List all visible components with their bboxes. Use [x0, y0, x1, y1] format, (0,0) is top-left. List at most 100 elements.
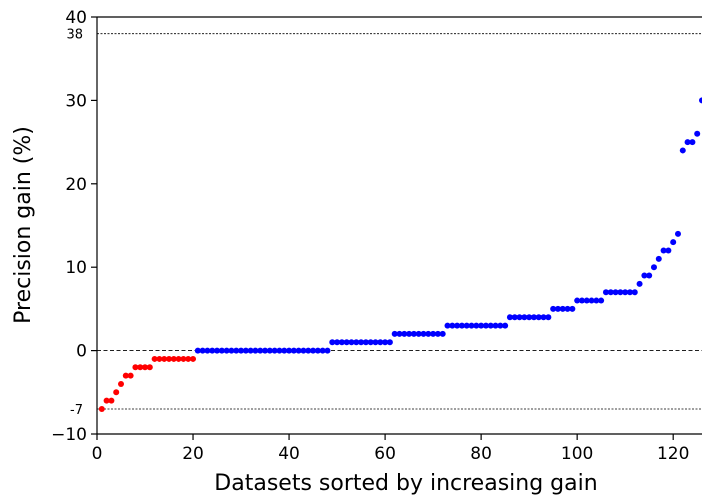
point-s1-49 — [430, 330, 437, 337]
data-points — [98, 97, 702, 412]
point-s0-8 — [137, 364, 144, 371]
point-s1-61 — [487, 322, 494, 329]
point-s1-5 — [218, 347, 225, 354]
point-s1-18 — [281, 347, 288, 354]
y-tick-label--10: −10 — [51, 425, 87, 445]
point-s1-55 — [458, 322, 465, 329]
point-s1-11 — [247, 347, 254, 354]
reference-label-2: -7 — [70, 403, 83, 418]
point-s0-17 — [180, 355, 187, 362]
point-s1-85 — [602, 289, 609, 296]
point-s1-12 — [252, 347, 259, 354]
point-s1-36 — [367, 339, 374, 346]
point-s1-32 — [348, 339, 355, 346]
point-s1-95 — [650, 264, 657, 271]
point-s1-86 — [607, 289, 614, 296]
point-s1-64 — [502, 322, 509, 329]
point-s1-89 — [622, 289, 629, 296]
point-s1-29 — [334, 339, 341, 346]
point-s1-24 — [310, 347, 317, 354]
point-s1-88 — [617, 289, 624, 296]
point-s1-2 — [204, 347, 211, 354]
point-s1-22 — [300, 347, 307, 354]
point-s1-25 — [314, 347, 321, 354]
point-s1-44 — [406, 330, 413, 337]
point-s0-3 — [113, 389, 120, 396]
point-s1-17 — [276, 347, 283, 354]
point-s1-99 — [670, 239, 677, 246]
point-s1-14 — [262, 347, 269, 354]
point-s1-63 — [497, 322, 504, 329]
point-s1-74 — [550, 305, 557, 312]
reference-label-0: 38 — [66, 28, 83, 43]
point-s1-54 — [454, 322, 461, 329]
point-s0-19 — [190, 355, 197, 362]
point-s1-84 — [598, 297, 605, 304]
point-s1-23 — [305, 347, 312, 354]
point-s1-58 — [473, 322, 480, 329]
point-s1-34 — [358, 339, 365, 346]
point-s1-28 — [329, 339, 336, 346]
point-s1-8 — [233, 347, 240, 354]
point-s1-62 — [492, 322, 499, 329]
y-tick-label-10: 10 — [65, 258, 87, 278]
point-s1-71 — [535, 314, 542, 321]
point-s1-90 — [626, 289, 633, 296]
point-s0-15 — [170, 355, 177, 362]
point-s1-16 — [271, 347, 278, 354]
point-s1-40 — [386, 339, 393, 346]
point-s1-15 — [266, 347, 273, 354]
point-s0-10 — [146, 364, 153, 371]
point-s1-77 — [564, 305, 571, 312]
x-tick-label-60: 60 — [374, 444, 396, 464]
point-s0-13 — [161, 355, 168, 362]
point-s0-14 — [166, 355, 173, 362]
point-s1-50 — [434, 330, 441, 337]
point-s1-72 — [540, 314, 547, 321]
point-s1-26 — [319, 347, 326, 354]
point-s1-39 — [382, 339, 389, 346]
point-s1-1 — [199, 347, 206, 354]
point-s0-6 — [127, 372, 134, 379]
x-tick-label-0: 0 — [92, 444, 103, 464]
point-s1-43 — [401, 330, 408, 337]
point-s0-18 — [185, 355, 192, 362]
y-tick-label-40: 40 — [65, 8, 87, 28]
x-tick-label-100: 100 — [561, 444, 593, 464]
point-s1-83 — [593, 297, 600, 304]
point-s0-12 — [156, 355, 163, 362]
point-s1-47 — [420, 330, 427, 337]
point-s1-81 — [583, 297, 590, 304]
point-s1-87 — [612, 289, 619, 296]
point-s1-75 — [554, 305, 561, 312]
point-s1-4 — [214, 347, 221, 354]
point-s1-70 — [530, 314, 537, 321]
point-s1-57 — [468, 322, 475, 329]
point-s1-41 — [391, 330, 398, 337]
point-s1-73 — [545, 314, 552, 321]
point-s1-35 — [362, 339, 369, 346]
point-s1-19 — [286, 347, 293, 354]
point-s1-92 — [636, 280, 643, 287]
point-s1-66 — [511, 314, 518, 321]
point-s1-48 — [425, 330, 432, 337]
point-s1-82 — [588, 297, 595, 304]
y-axis-title: Precision gain (%) — [11, 126, 36, 324]
point-s1-7 — [228, 347, 235, 354]
point-s1-20 — [290, 347, 297, 354]
y-tick-label-0: 0 — [76, 342, 87, 362]
point-s1-33 — [353, 339, 360, 346]
point-s1-31 — [343, 339, 350, 346]
point-s1-3 — [209, 347, 216, 354]
point-s1-13 — [257, 347, 264, 354]
point-s0-9 — [142, 364, 149, 371]
point-s1-59 — [478, 322, 485, 329]
point-s1-98 — [665, 247, 672, 254]
point-s1-21 — [295, 347, 302, 354]
point-s0-0 — [98, 405, 105, 412]
point-s1-91 — [631, 289, 638, 296]
point-s1-104 — [694, 130, 701, 137]
y-tick-label-30: 30 — [65, 91, 87, 111]
